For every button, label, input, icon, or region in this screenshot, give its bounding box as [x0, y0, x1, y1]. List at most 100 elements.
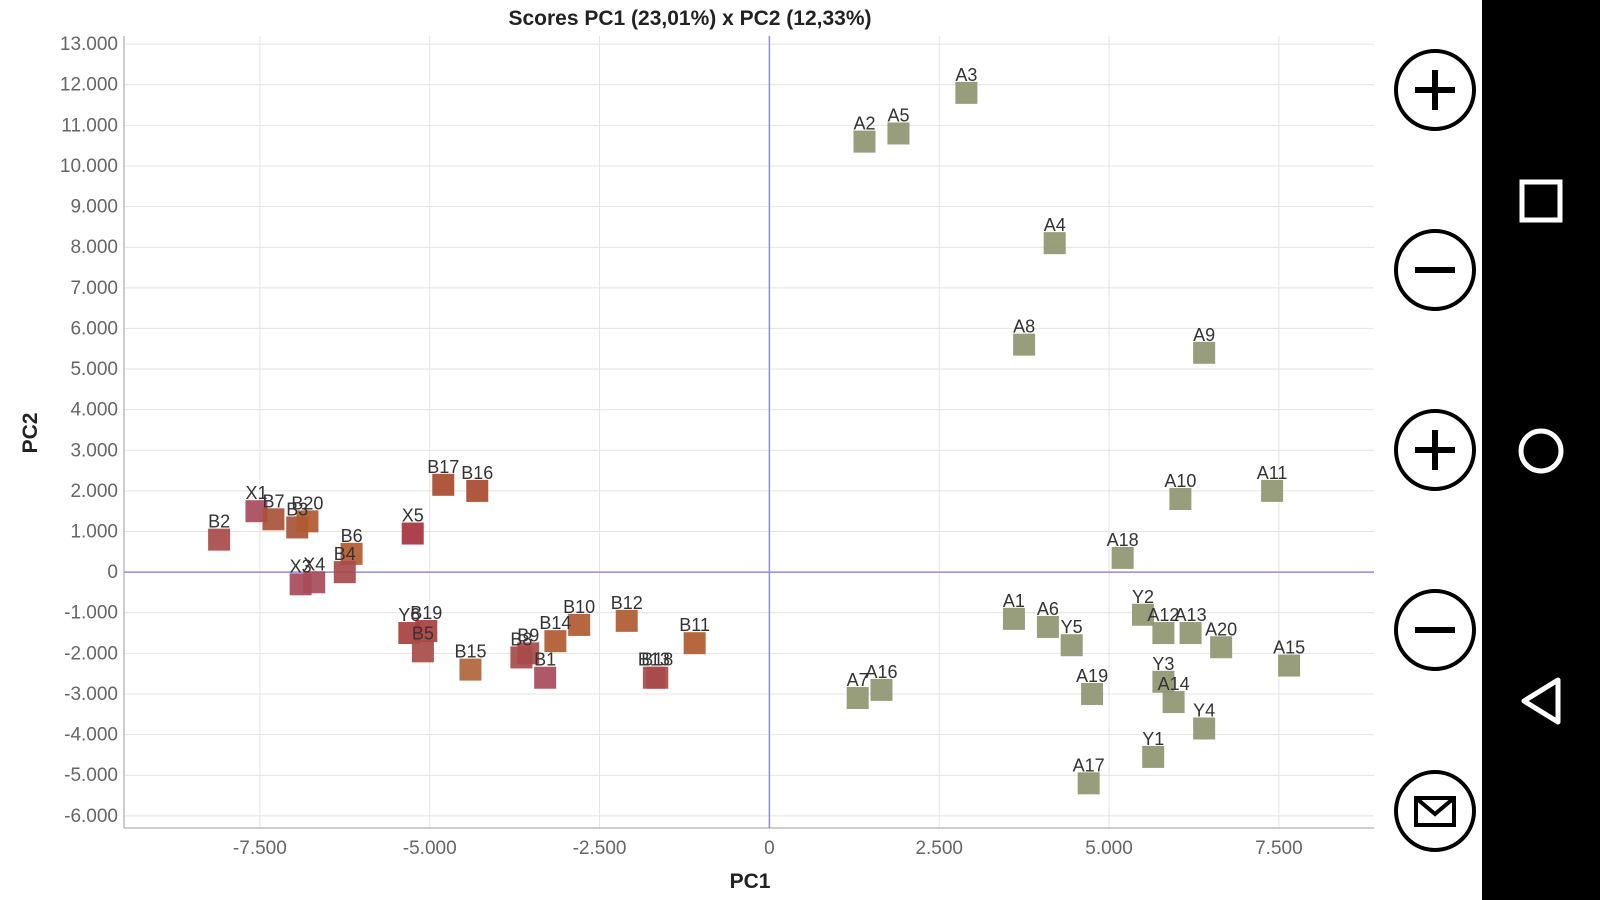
- data-point-marker[interactable]: [846, 687, 869, 710]
- data-point-marker[interactable]: [1193, 341, 1216, 364]
- data-point-label: A14: [1158, 674, 1190, 694]
- chart-title: Scores PC1 (23,01%) x PC2 (12,33%): [508, 7, 871, 30]
- data-point-label: A15: [1273, 638, 1305, 658]
- recents-button[interactable]: [1500, 160, 1582, 242]
- home-button[interactable]: [1500, 410, 1582, 492]
- zoom-out-x-button[interactable]: [1394, 229, 1476, 311]
- data-point-marker[interactable]: [1193, 717, 1216, 740]
- data-point-label: B8: [510, 629, 532, 649]
- data-point-label: B19: [410, 603, 442, 623]
- data-point-label: A13: [1175, 605, 1207, 625]
- data-point-marker[interactable]: [1013, 333, 1036, 356]
- data-point-marker[interactable]: [1162, 691, 1185, 714]
- y-tick-label: -2.000: [64, 643, 118, 664]
- pca-scores-chart[interactable]: 13.000 12.000 11.000 10.000 9.000 8.000 7.000 6…: [0, 0, 1480, 900]
- data-point-marker[interactable]: [1179, 622, 1202, 645]
- data-point-label: A18: [1107, 530, 1139, 550]
- data-point-marker[interactable]: [1152, 670, 1175, 693]
- data-point-marker[interactable]: [208, 528, 231, 551]
- back-button[interactable]: [1500, 660, 1582, 742]
- plus-icon: [1415, 70, 1455, 110]
- data-point-marker[interactable]: [517, 642, 540, 665]
- data-point-marker[interactable]: [615, 609, 638, 632]
- data-point-marker[interactable]: [1132, 603, 1155, 626]
- data-point-marker[interactable]: [1036, 615, 1059, 638]
- data-point-label: B13: [638, 650, 670, 670]
- data-point-marker[interactable]: [1002, 607, 1025, 630]
- data-point-marker[interactable]: [340, 542, 363, 565]
- data-point-label: B14: [539, 613, 571, 633]
- data-point-marker[interactable]: [466, 479, 489, 502]
- data-point-label: B9: [517, 625, 539, 645]
- data-point-marker[interactable]: [887, 122, 910, 145]
- data-point-marker[interactable]: [568, 613, 591, 636]
- data-point-marker[interactable]: [683, 632, 706, 655]
- axes: [123, 36, 1374, 829]
- data-point-label: A6: [1037, 599, 1059, 619]
- x-tick-label: -7.500: [233, 838, 287, 859]
- data-point-marker[interactable]: [398, 622, 421, 645]
- x-tick-label: -2.500: [573, 838, 627, 859]
- y-tick-label: -1.000: [64, 603, 118, 624]
- y-tick-label: 10.000: [60, 156, 118, 177]
- y-tick-label: -3.000: [64, 684, 118, 705]
- data-point-marker[interactable]: [296, 510, 319, 533]
- data-point-label: B18: [641, 650, 673, 670]
- zoom-in-x-button[interactable]: [1394, 49, 1476, 131]
- data-point-marker[interactable]: [1169, 488, 1192, 511]
- data-point-label: A5: [887, 105, 909, 125]
- data-point-marker[interactable]: [1261, 479, 1284, 502]
- data-point-marker[interactable]: [1142, 745, 1165, 768]
- data-point-marker[interactable]: [853, 130, 876, 153]
- y-tick-label: 7.000: [70, 278, 118, 299]
- data-point-label: A1: [1003, 591, 1025, 611]
- data-point-marker[interactable]: [245, 500, 268, 523]
- data-point-label: A10: [1164, 471, 1196, 491]
- data-point-marker[interactable]: [1081, 682, 1104, 705]
- data-point-marker[interactable]: [1077, 772, 1100, 795]
- data-point-marker[interactable]: [1043, 232, 1066, 255]
- data-point-marker[interactable]: [415, 620, 438, 643]
- data-point-marker[interactable]: [411, 640, 434, 663]
- data-point-label: B2: [208, 512, 230, 532]
- zoom-out-y-button[interactable]: [1394, 589, 1476, 671]
- zoom-in-y-button[interactable]: [1394, 409, 1476, 491]
- data-point-marker[interactable]: [1278, 654, 1301, 677]
- y-tick-label: 11.000: [61, 115, 118, 136]
- square-icon: [1519, 179, 1563, 223]
- data-point-label: Y4: [1193, 700, 1215, 720]
- data-point-label: B16: [461, 463, 493, 483]
- data-point-marker[interactable]: [1111, 546, 1134, 569]
- data-point-label: A7: [847, 670, 869, 690]
- x-tick-label: 0: [764, 838, 775, 859]
- data-point-marker[interactable]: [955, 81, 978, 104]
- data-point-marker[interactable]: [1152, 622, 1175, 645]
- share-email-button[interactable]: [1394, 770, 1476, 852]
- data-point-marker[interactable]: [333, 561, 356, 584]
- circle-icon: [1518, 428, 1564, 474]
- x-tick-label: -5.000: [403, 838, 457, 859]
- y-tick-label: 8.000: [70, 237, 118, 258]
- data-point-label: Y6: [398, 605, 420, 625]
- data-point-marker[interactable]: [1060, 634, 1083, 657]
- y-tick-label: 1.000: [70, 522, 118, 543]
- data-point-marker[interactable]: [534, 666, 557, 689]
- data-point-label: B6: [341, 526, 363, 546]
- data-point-label: B4: [334, 544, 356, 564]
- data-point-label: B12: [611, 593, 643, 613]
- data-point-marker[interactable]: [262, 508, 285, 531]
- data-point-marker[interactable]: [544, 630, 567, 653]
- data-point-marker[interactable]: [303, 571, 326, 594]
- y-tick-label: -4.000: [64, 725, 118, 746]
- y-axis-label: PC2: [19, 413, 42, 454]
- data-point-marker[interactable]: [870, 678, 893, 701]
- data-point-marker[interactable]: [432, 473, 455, 496]
- data-point-marker[interactable]: [401, 522, 424, 545]
- data-point-marker[interactable]: [646, 666, 669, 689]
- data-point-label: B1: [534, 650, 556, 670]
- data-point-marker[interactable]: [1210, 636, 1233, 659]
- triangle-back-icon: [1521, 677, 1561, 725]
- data-point-label: B5: [412, 623, 434, 643]
- data-point-label: X3: [290, 556, 312, 576]
- data-point-marker[interactable]: [459, 658, 482, 681]
